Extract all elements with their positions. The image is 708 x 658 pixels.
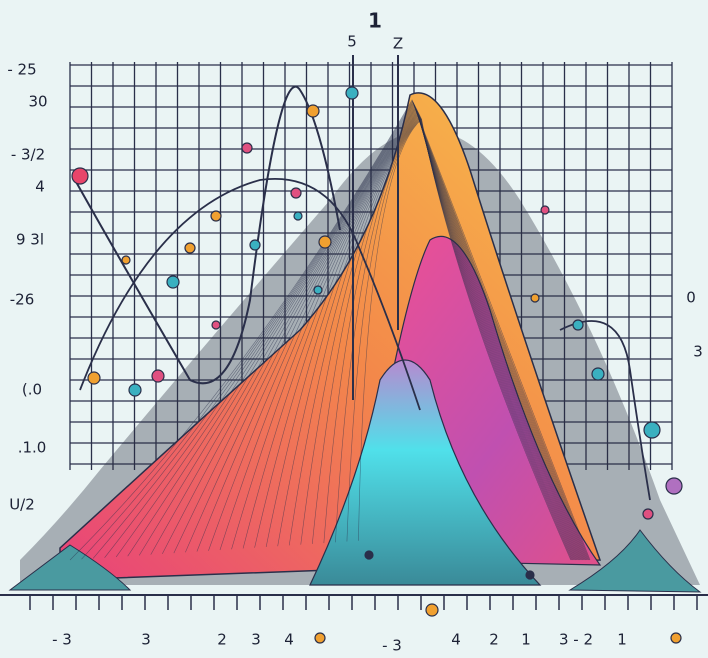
contour [127, 103, 587, 561]
contour [323, 116, 574, 561]
contour [208, 108, 582, 561]
dot [184, 242, 196, 254]
dot [314, 632, 326, 644]
dot [540, 205, 550, 215]
contour [231, 110, 580, 561]
contour [300, 114, 575, 561]
title: 1 [368, 9, 382, 33]
left-label: U/2 [9, 496, 35, 514]
contour [92, 100, 589, 561]
dot [313, 285, 323, 295]
left-label: 30 [28, 93, 47, 111]
dot [211, 320, 221, 330]
dot [572, 319, 584, 331]
bottom-label: 1 [617, 631, 627, 649]
top-label: 5 [347, 33, 357, 51]
left-label: .1.0 [18, 439, 47, 457]
contour [254, 111, 578, 561]
right-hill [568, 529, 702, 593]
left-label: - 25 [7, 61, 36, 79]
bottom-label: 2 [217, 631, 227, 649]
contour [358, 118, 572, 561]
contour [115, 102, 588, 561]
contour [242, 110, 579, 561]
contour-lines [69, 99, 591, 561]
dot [642, 508, 654, 520]
dot [591, 367, 605, 381]
contour [162, 105, 585, 561]
contour [288, 113, 576, 561]
dot [665, 477, 683, 495]
dot [151, 369, 165, 383]
contour [196, 107, 582, 561]
dot [87, 371, 101, 385]
dots [71, 86, 683, 644]
right-label: 0 [686, 289, 696, 307]
left-label: 4 [35, 178, 45, 196]
contour [81, 100, 590, 561]
dot [530, 293, 540, 303]
axis-ticks [29, 595, 698, 610]
curve [559, 320, 651, 501]
bottom-label: 2 [489, 631, 499, 649]
top-label: Z [393, 35, 403, 53]
bottom-label: 1 [521, 631, 531, 649]
left-label: - 3/2 [11, 146, 45, 164]
bottom-label: - 3 [382, 637, 402, 655]
bottom-label: 4 [284, 631, 294, 649]
dot [241, 142, 253, 154]
contour [150, 104, 585, 561]
left-label: (.0 [22, 381, 42, 399]
dot [210, 210, 222, 222]
dot [318, 235, 332, 249]
bottom-label: - 3 [52, 631, 72, 649]
contour [277, 113, 577, 561]
bottom-label: 3 [251, 631, 261, 649]
contour [346, 117, 572, 561]
contour [185, 106, 583, 561]
contour [312, 115, 575, 561]
dot [525, 570, 535, 580]
dot [364, 550, 374, 560]
dot [128, 383, 142, 397]
labels: 5 Z - 25 30 - 3/2 4 9 3l -26 (.0 .1.0 U/2 0 3 - 3 3 2 3 4… [7, 33, 702, 655]
left-label: -26 [10, 291, 35, 309]
bottom-label: 4 [451, 631, 461, 649]
dot [121, 255, 131, 265]
bottom-label: 3 [141, 631, 151, 649]
dot [306, 104, 320, 118]
dot [166, 275, 180, 289]
contour [219, 109, 581, 561]
dot [345, 86, 359, 100]
dot [643, 421, 661, 439]
dot [425, 603, 439, 617]
dot [670, 632, 682, 644]
contour [104, 101, 588, 561]
right-label: 3 [693, 343, 703, 361]
dot [293, 211, 303, 221]
dot [249, 239, 261, 251]
dot [290, 187, 302, 199]
left-label: 9 3l [16, 231, 44, 249]
curve [79, 178, 421, 411]
dot [71, 167, 89, 185]
contour [138, 103, 586, 561]
left-hill [8, 544, 132, 591]
contour [265, 112, 578, 561]
contour [69, 99, 591, 561]
bottom-label: 3 - 2 [559, 631, 593, 649]
contour [173, 106, 584, 561]
